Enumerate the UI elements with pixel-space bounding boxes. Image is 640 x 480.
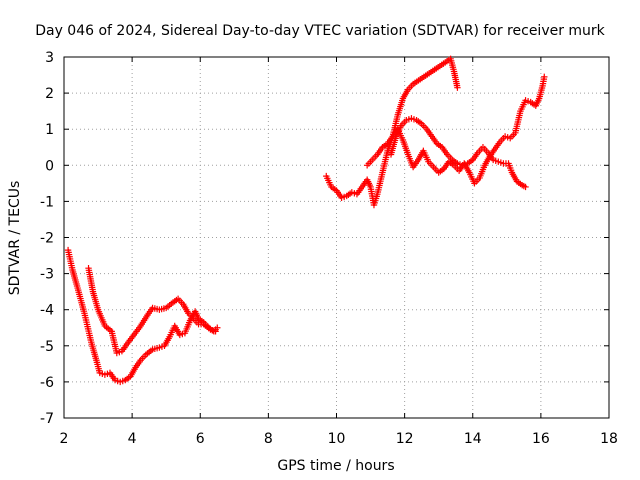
x-tick-label: 18 [600, 431, 618, 447]
x-tick-label: 4 [128, 431, 137, 447]
series-track-e [387, 115, 529, 191]
series-track-c [323, 55, 461, 209]
series-track-b [85, 264, 219, 357]
data-point [522, 183, 529, 191]
y-tick-label: -1 [40, 194, 54, 210]
series-track-a [64, 246, 221, 386]
data-point [214, 324, 221, 331]
x-tick-labels: 2 4 6 8 10 12 14 16 18 [60, 431, 618, 447]
data-point [541, 73, 548, 81]
y-tick-label: -7 [40, 411, 54, 427]
data-point [454, 84, 461, 91]
x-tick-label: 16 [532, 431, 550, 447]
y-tick-labels: -7 -6 -5 -4 -3 -2 -1 0 1 2 3 [40, 50, 54, 427]
y-tick-label: 0 [45, 158, 54, 174]
data-point [212, 328, 219, 335]
axis-ticks [63, 56, 610, 419]
y-axis-label: SDTVAR / TECUs [7, 181, 23, 296]
y-tick-label: 3 [45, 50, 54, 66]
y-tick-label: -3 [40, 267, 54, 283]
y-tick-label: -4 [40, 303, 54, 319]
y-tick-label: -5 [40, 339, 54, 355]
y-tick-label: -2 [40, 231, 54, 247]
chart-title: Day 046 of 2024, Sidereal Day-to-day VTE… [35, 23, 605, 39]
y-tick-label: -6 [40, 375, 54, 391]
x-tick-label: 12 [396, 431, 414, 447]
grid [64, 57, 609, 418]
x-tick-label: 14 [464, 431, 482, 447]
data-marks [64, 55, 548, 386]
y-tick-label: 1 [45, 122, 54, 138]
x-tick-label: 2 [60, 431, 69, 447]
x-tick-label: 6 [196, 431, 205, 447]
x-tick-label: 8 [264, 431, 273, 447]
y-tick-label: 2 [45, 86, 54, 102]
x-axis-label: GPS time / hours [277, 458, 394, 474]
x-tick-label: 10 [328, 431, 346, 447]
